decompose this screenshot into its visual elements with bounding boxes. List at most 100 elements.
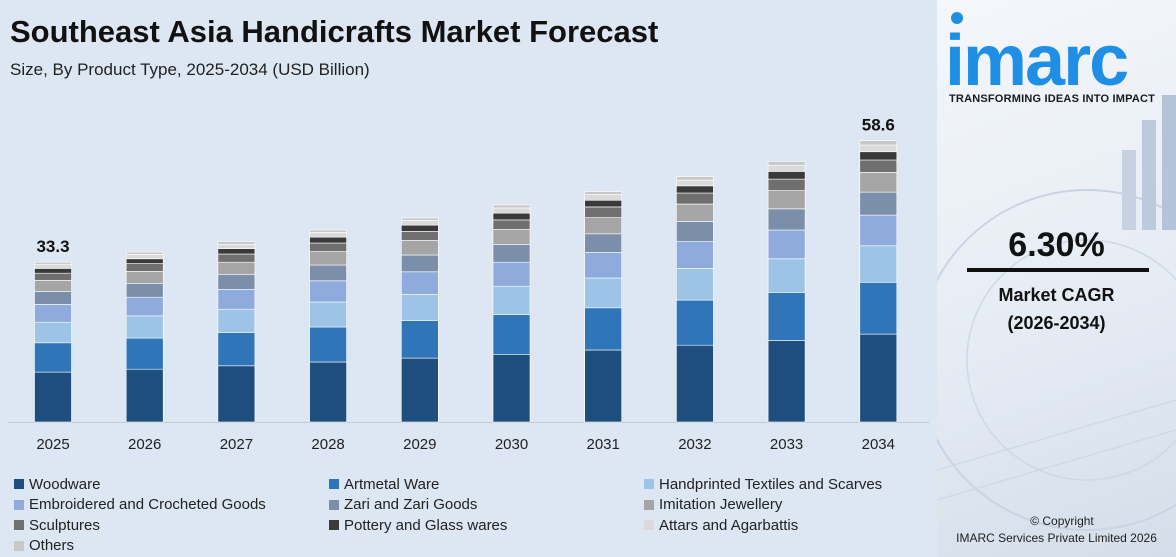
bar-segment-2032-5 — [676, 203, 714, 222]
legend-swatch — [644, 499, 654, 510]
bar-segment-2027-6 — [217, 253, 256, 263]
legend-swatch — [14, 540, 24, 551]
legend-label: Artmetal Ware — [344, 475, 440, 493]
bar-segment-2030-0 — [492, 353, 531, 423]
bar-segment-2029-5 — [400, 240, 439, 256]
bar-segment-2031-7 — [584, 199, 623, 208]
legend-item: Zari and Zari Goods — [329, 495, 477, 515]
bar-segment-2030-5 — [492, 229, 531, 245]
bar-stack-2030 — [492, 204, 531, 423]
bar-segment-2034-3 — [859, 214, 898, 247]
chart-panel: Southeast Asia Handicrafts Market Foreca… — [0, 0, 937, 557]
legend-item: Others — [14, 536, 74, 556]
bar-segment-2025-9 — [34, 261, 72, 265]
bar-segment-2033-1 — [767, 292, 806, 341]
bar-segment-2029-6 — [400, 231, 439, 241]
legend-label: Attars and Agarbattis — [659, 516, 799, 534]
bar-segment-2033-8 — [767, 164, 806, 172]
bar-segment-2030-3 — [492, 261, 531, 287]
legend-item: Artmetal Ware — [329, 474, 439, 494]
chart-title: Southeast Asia Handicrafts Market Foreca… — [10, 14, 659, 49]
bar-segment-2026-0 — [125, 368, 164, 423]
legend-item: Attars and Agarbattis — [644, 515, 798, 535]
bar-segment-2031-2 — [584, 277, 623, 309]
x-tick-label: 2029 — [403, 436, 436, 453]
bar-segment-2034-2 — [859, 245, 898, 283]
bar-segment-2033-5 — [767, 190, 806, 210]
bar-segment-2026-3 — [125, 296, 164, 317]
bar-stack-2026 — [125, 251, 164, 423]
cagr-divider — [967, 268, 1149, 272]
cagr-period: (2026-2034) — [1007, 313, 1106, 333]
bar-segment-2025-0 — [34, 371, 72, 423]
bar-stack-2033 — [767, 161, 806, 423]
imarc-logo: imarc — [945, 25, 1173, 97]
bar-segment-2028-0 — [309, 361, 347, 423]
bar-segment-2025-7 — [34, 268, 72, 274]
bar-segment-2029-3 — [400, 271, 439, 295]
chart-subtitle: Size, By Product Type, 2025-2034 (USD Bi… — [10, 60, 370, 79]
bar-segment-2034-0 — [859, 333, 898, 423]
legend-label: Woodware — [29, 475, 101, 493]
bar-segment-2027-2 — [217, 308, 256, 334]
bar-segment-2031-4 — [584, 233, 623, 253]
bar-stack-2027 — [217, 241, 256, 423]
bar-segment-2026-4 — [125, 282, 164, 298]
bar-segment-2034-1 — [859, 281, 898, 335]
bar-segment-2030-7 — [492, 212, 531, 221]
bar-segment-2034-6 — [859, 159, 898, 173]
legend-item: Woodware — [14, 474, 100, 494]
company-name: IMARC Services Private Limited 2026 — [956, 531, 1157, 545]
legend-swatch — [14, 479, 24, 489]
bar-segment-2025-4 — [34, 291, 72, 305]
x-tick-label: 2027 — [220, 436, 253, 453]
bar-stack-2029 — [400, 217, 439, 423]
bar-segment-2028-4 — [309, 264, 347, 282]
bar-segment-2029-7 — [400, 224, 439, 232]
bar-segment-2028-6 — [309, 242, 347, 252]
bar-segment-2028-2 — [309, 301, 347, 328]
bar-segment-2026-6 — [125, 263, 164, 272]
bar-segment-2026-5 — [125, 270, 164, 284]
bar-segment-2026-7 — [125, 258, 164, 264]
bar-segment-2029-1 — [400, 320, 439, 359]
legend-swatch — [644, 479, 654, 489]
bar-segment-2033-4 — [767, 208, 806, 231]
bar-segment-2026-8 — [125, 254, 164, 260]
bar-segment-2025-5 — [34, 280, 72, 292]
bar-segment-2027-7 — [217, 248, 256, 255]
legend-swatch — [329, 479, 339, 489]
bar-segment-2034-7 — [859, 151, 898, 161]
bar-segment-2029-9 — [400, 217, 439, 221]
bar-segment-2030-6 — [492, 219, 531, 230]
brand-tagline: TRANSFORMING IDEAS INTO IMPACT — [949, 93, 1156, 105]
legend-swatch — [14, 499, 24, 510]
bar-segment-2033-3 — [767, 229, 806, 260]
bar-segment-2027-4 — [217, 274, 256, 290]
bar-segment-2034-5 — [859, 172, 898, 193]
bar-segment-2030-8 — [492, 207, 531, 214]
legend-item: Embroidered and Crocheted Goods — [14, 495, 266, 515]
bar-segment-2034-9 — [859, 140, 898, 146]
bar-segment-2025-3 — [34, 304, 72, 323]
cagr-label: Market CAGR — [998, 285, 1115, 305]
legend-swatch — [14, 520, 24, 530]
bar-segment-2025-2 — [34, 321, 72, 344]
bar-segment-2027-3 — [217, 289, 256, 310]
bar-segment-2032-6 — [676, 192, 714, 205]
legend-label: Handprinted Textiles and Scarves — [659, 475, 883, 493]
bar-segment-2026-1 — [125, 337, 164, 370]
bar-segment-2033-7 — [767, 171, 806, 180]
legend-label: Sculptures — [29, 516, 100, 534]
bar-segment-2030-4 — [492, 244, 531, 263]
bar-segment-2029-4 — [400, 254, 439, 273]
bar-segment-2031-9 — [584, 191, 623, 195]
stacked-bar-chart: 2025 33.3 2026 2027 2028 2029 2030 2031 2032 2033… — [8, 116, 929, 453]
legend-label: Embroidered and Crocheted Goods — [29, 496, 266, 513]
background-decoration — [937, 95, 1176, 531]
chart-legend: Woodware Artmetal Ware Handprinted Textile… — [14, 474, 929, 556]
bar-segment-2033-0 — [767, 340, 806, 423]
bar-stack-2032 — [676, 176, 714, 423]
bar-segment-2027-8 — [217, 244, 256, 249]
bar-segment-2031-0 — [584, 349, 623, 423]
